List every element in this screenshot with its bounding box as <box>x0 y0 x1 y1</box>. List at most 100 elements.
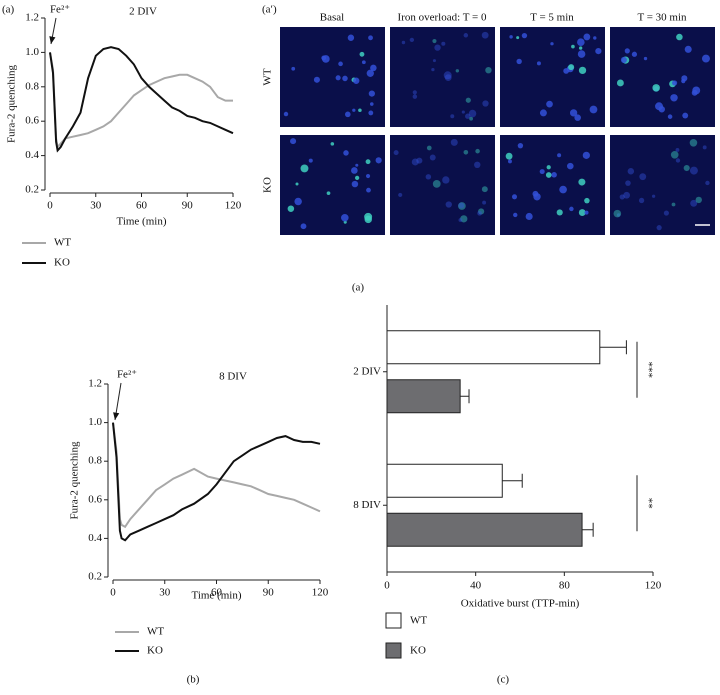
cell <box>330 142 335 146</box>
cell <box>442 176 450 184</box>
legend-label: KO <box>54 257 70 269</box>
error-bar <box>582 522 594 537</box>
cell <box>638 197 645 204</box>
caption: (c) <box>497 674 510 686</box>
micrograph <box>610 135 715 235</box>
cell <box>681 75 688 82</box>
cell <box>616 79 624 87</box>
cell <box>343 150 349 156</box>
column-label: Basal <box>320 12 344 24</box>
y-tick-label: 0.2 <box>88 571 102 583</box>
cell <box>361 60 366 65</box>
cell <box>589 105 598 114</box>
cell <box>313 76 320 83</box>
cell <box>364 212 373 221</box>
cell <box>675 148 680 152</box>
cell <box>482 100 489 107</box>
cell <box>300 164 309 173</box>
cell <box>516 36 520 40</box>
row-label: KO <box>262 177 274 193</box>
cell <box>366 187 371 193</box>
x-tick-label: 0 <box>47 200 53 212</box>
cell <box>517 142 524 149</box>
annotation: Fe²⁺ <box>117 369 137 381</box>
cell <box>701 54 710 63</box>
cell <box>432 179 441 188</box>
legend-swatch <box>385 612 402 629</box>
caption: (a) <box>352 282 365 294</box>
cell <box>351 167 358 174</box>
cell <box>584 210 589 215</box>
cell <box>321 55 327 61</box>
cell <box>475 148 480 154</box>
cell <box>478 208 485 215</box>
cell <box>335 75 341 81</box>
cell <box>431 67 435 72</box>
cell <box>670 150 679 159</box>
cell <box>613 209 622 218</box>
micrograph <box>390 135 495 235</box>
panel-label: (a) <box>2 4 15 16</box>
x-tick-label: 90 <box>263 587 275 599</box>
y-tick-label: 0.8 <box>88 455 102 467</box>
cell <box>463 33 469 38</box>
data-line <box>49 46 234 153</box>
cell <box>582 151 590 159</box>
cell <box>551 172 557 178</box>
x-tick-label: 40 <box>470 580 482 592</box>
arrow-head <box>49 36 56 44</box>
cell <box>409 37 415 43</box>
error-bar <box>599 340 627 355</box>
cell <box>432 59 436 63</box>
x-axis-label: Time (min) <box>116 216 166 228</box>
micrograph <box>500 135 605 235</box>
cell <box>550 42 554 46</box>
error-bar <box>502 473 523 488</box>
cell <box>458 218 463 222</box>
cell <box>355 175 360 181</box>
bar <box>386 512 583 547</box>
legend-label: WT <box>410 615 427 627</box>
x-axis-label: Oxidative burst (TTP-min) <box>461 598 580 610</box>
cell <box>443 71 452 80</box>
cell <box>546 165 551 170</box>
cell <box>308 158 313 163</box>
cell <box>619 194 625 200</box>
cell <box>652 84 660 92</box>
cell <box>429 154 436 161</box>
cell <box>651 194 656 198</box>
cell <box>368 110 374 116</box>
cell <box>584 197 590 204</box>
cell <box>692 86 701 95</box>
cell <box>583 33 591 41</box>
x-tick-label: 80 <box>559 580 571 592</box>
cell <box>624 48 630 54</box>
x-tick-label: 120 <box>645 580 662 592</box>
cell <box>569 109 578 117</box>
cell <box>507 159 512 164</box>
cell <box>432 38 437 44</box>
cell <box>516 58 522 65</box>
cell <box>375 157 382 164</box>
cell <box>465 113 471 119</box>
cell <box>655 102 663 111</box>
bar <box>386 463 503 498</box>
chart-title: 2 DIV <box>129 6 157 18</box>
cell <box>326 191 331 196</box>
cell <box>445 201 452 208</box>
cell <box>368 35 373 41</box>
legend-swatch <box>385 642 402 659</box>
legend-label: KO <box>410 645 426 657</box>
data-line <box>112 422 321 542</box>
cell <box>545 172 552 178</box>
cell <box>578 66 587 75</box>
arrow-head <box>113 412 120 420</box>
cell <box>571 44 575 49</box>
x-tick-label: 30 <box>159 587 171 599</box>
cell <box>670 94 678 102</box>
cell <box>347 34 355 41</box>
legend-label: WT <box>147 626 164 638</box>
cell <box>482 200 487 205</box>
legend-label: KO <box>147 645 163 657</box>
cell <box>398 192 403 198</box>
